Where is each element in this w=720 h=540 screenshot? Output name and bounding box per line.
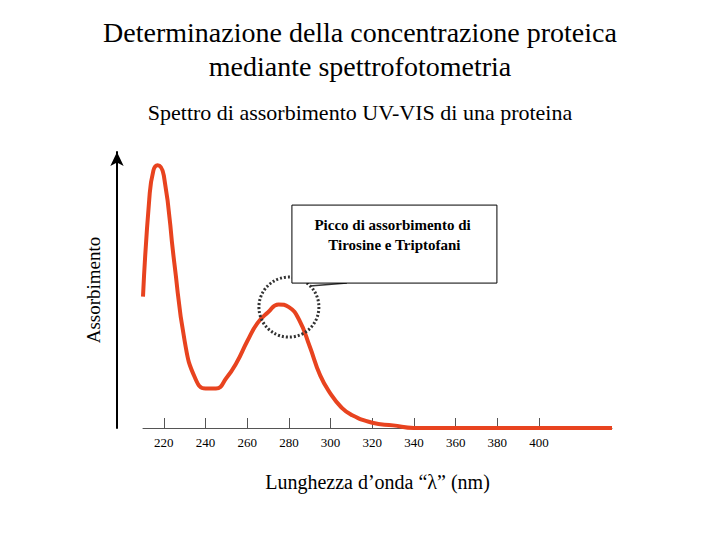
svg-text:240: 240 <box>196 435 216 450</box>
svg-text:380: 380 <box>488 435 508 450</box>
svg-text:260: 260 <box>237 435 257 450</box>
svg-text:280: 280 <box>279 435 299 450</box>
svg-text:mediante spettrofotometria: mediante spettrofotometria <box>209 51 512 82</box>
svg-text:220: 220 <box>154 435 174 450</box>
svg-text:Assorbimento: Assorbimento <box>83 237 104 344</box>
svg-text:400: 400 <box>529 435 549 450</box>
svg-text:Determinazione della concentra: Determinazione della concentrazione prot… <box>103 17 617 48</box>
svg-text:Spettro di assorbimento UV-VIS: Spettro di assorbimento UV-VIS di una pr… <box>148 100 573 125</box>
svg-text:340: 340 <box>404 435 424 450</box>
svg-text:300: 300 <box>321 435 341 450</box>
svg-text:Tirosine e Triptofani: Tirosine e Triptofani <box>328 237 460 253</box>
svg-text:360: 360 <box>446 435 466 450</box>
svg-text:Lunghezza d’onda “λ” (nm): Lunghezza d’onda “λ” (nm) <box>265 471 490 494</box>
svg-text:320: 320 <box>363 435 383 450</box>
svg-text:Picco di assorbimento di: Picco di assorbimento di <box>314 217 474 233</box>
